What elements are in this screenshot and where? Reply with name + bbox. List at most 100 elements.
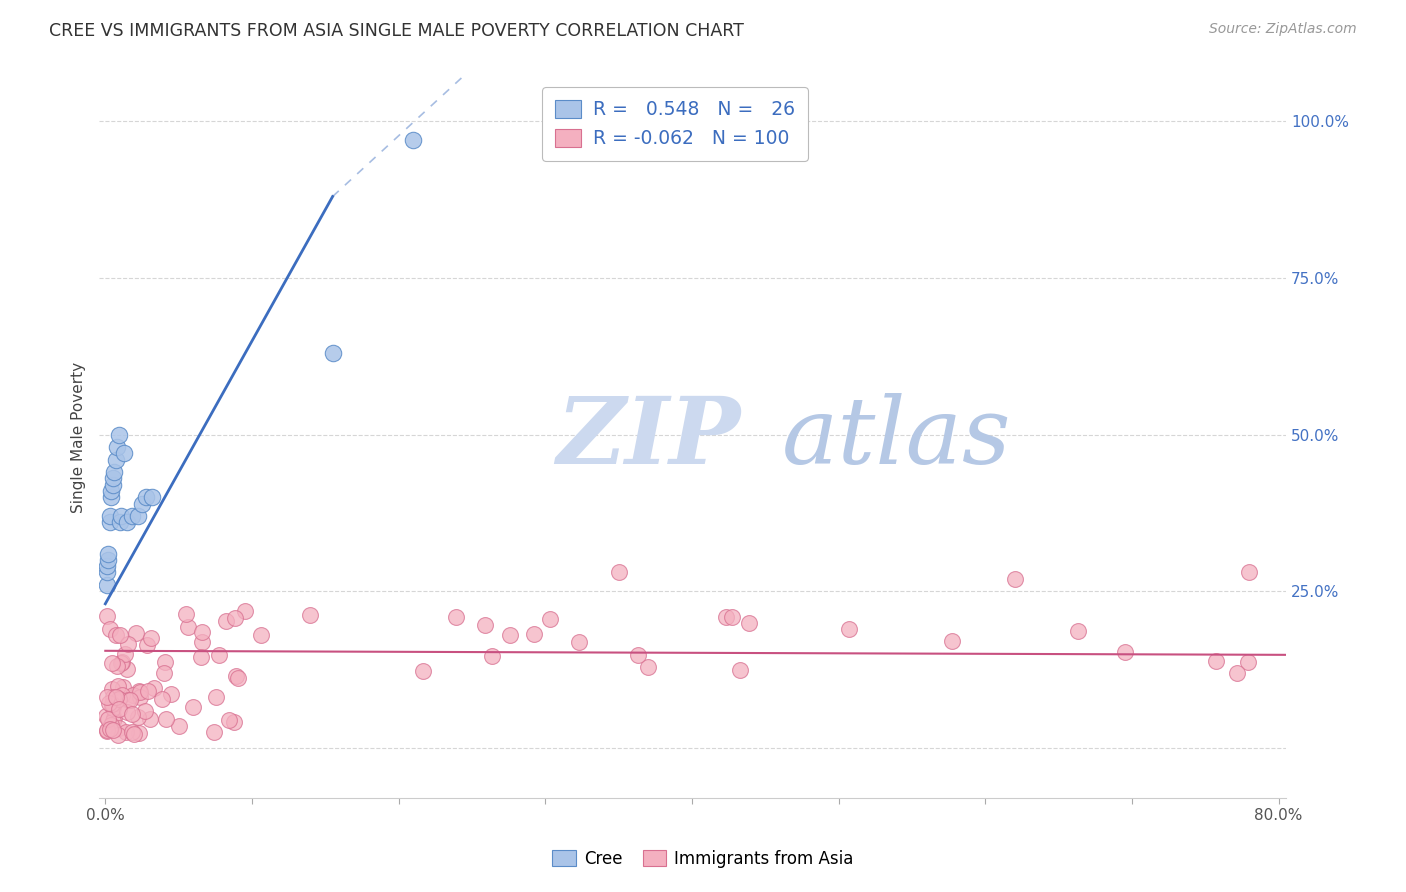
Point [136, 684, 159, 698]
Point [838, 622, 860, 636]
Point [738, 615, 761, 630]
Point [607, 566, 630, 580]
Point [97, 547, 120, 561]
Point [100, 483, 122, 498]
Legend: Cree, Immigrants from Asia: Cree, Immigrants from Asia [546, 844, 860, 875]
Point [96, 578, 118, 592]
Point [481, 648, 503, 663]
Point [191, 625, 214, 640]
Text: atlas: atlas [782, 392, 1011, 483]
Point [444, 610, 467, 624]
Point [128, 726, 150, 740]
Point [124, 727, 146, 741]
Point [568, 635, 591, 649]
Point [107, 722, 129, 736]
Point [96, 566, 118, 580]
Point [637, 660, 659, 674]
Point [131, 497, 153, 511]
Text: CREE VS IMMIGRANTS FROM ASIA SINGLE MALE POVERTY CORRELATION CHART: CREE VS IMMIGRANTS FROM ASIA SINGLE MALE… [49, 22, 744, 40]
Point [98, 516, 121, 530]
Point [108, 516, 131, 530]
Point [214, 615, 236, 629]
Point [96, 559, 118, 574]
Point [153, 665, 176, 680]
Y-axis label: Single Male Poverty: Single Male Poverty [72, 362, 86, 513]
Point [96, 609, 118, 624]
Point [107, 728, 129, 742]
Point [226, 671, 249, 685]
Point [101, 697, 124, 711]
Point [107, 427, 129, 442]
Point [105, 690, 128, 704]
Point [208, 648, 231, 662]
Point [114, 647, 136, 661]
Point [100, 682, 122, 697]
Text: ZIP: ZIP [557, 392, 741, 483]
Point [191, 635, 214, 649]
Point [94, 709, 117, 723]
Point [155, 712, 177, 726]
Point [202, 725, 225, 739]
Point [222, 714, 245, 729]
Point [100, 718, 122, 732]
Point [538, 611, 561, 625]
Point [159, 687, 181, 701]
Point [104, 628, 127, 642]
Point [128, 685, 150, 699]
Point [141, 490, 163, 504]
Point [523, 626, 546, 640]
Point [181, 700, 204, 714]
Point [111, 680, 134, 694]
Point [153, 656, 176, 670]
Point [225, 669, 247, 683]
Point [233, 604, 256, 618]
Point [108, 702, 131, 716]
Point [714, 610, 737, 624]
Point [125, 625, 148, 640]
Point [98, 622, 121, 636]
Point [134, 704, 156, 718]
Point [1236, 656, 1258, 670]
Point [121, 724, 143, 739]
Point [101, 657, 124, 671]
Point [127, 710, 149, 724]
Point [103, 710, 125, 724]
Point [224, 611, 246, 625]
Point [204, 690, 226, 704]
Point [107, 679, 129, 693]
Point [98, 697, 121, 711]
Point [107, 659, 129, 673]
Point [498, 628, 520, 642]
Point [150, 691, 173, 706]
Legend: R =   0.548   N =   26, R = -0.062   N = 100: R = 0.548 N = 26, R = -0.062 N = 100 [543, 87, 808, 161]
Point [96, 723, 118, 737]
Point [730, 663, 752, 677]
Point [115, 705, 138, 719]
Point [105, 440, 128, 454]
Point [190, 649, 212, 664]
Point [1205, 654, 1227, 668]
Point [103, 465, 125, 479]
Point [129, 690, 152, 704]
Point [135, 490, 157, 504]
Point [941, 633, 963, 648]
Point [1226, 665, 1249, 680]
Point [110, 656, 132, 670]
Point [474, 618, 496, 632]
Point [96, 723, 118, 738]
Point [402, 133, 425, 147]
Point [412, 664, 434, 678]
Point [117, 637, 139, 651]
Point [167, 718, 190, 732]
Point [218, 713, 240, 727]
Point [110, 627, 132, 641]
Point [100, 490, 122, 504]
Point [177, 619, 200, 633]
Point [139, 712, 162, 726]
Point [139, 632, 162, 646]
Point [120, 692, 142, 706]
Point [1067, 624, 1090, 639]
Point [322, 346, 344, 360]
Point [107, 691, 129, 706]
Text: Source: ZipAtlas.com: Source: ZipAtlas.com [1209, 22, 1357, 37]
